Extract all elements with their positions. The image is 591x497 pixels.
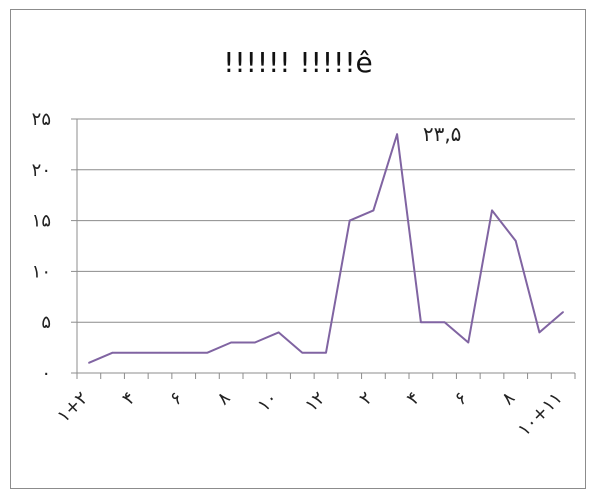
chart-frame: !!!!!! !!!!!ê	[10, 9, 586, 489]
data-point	[159, 351, 161, 354]
x-tick-label: ۱۲	[301, 388, 330, 417]
y-tick-label: ۱۰	[32, 261, 51, 282]
data-point	[562, 311, 564, 313]
data-point	[301, 351, 304, 354]
data-point	[348, 219, 351, 222]
series-line	[88, 133, 564, 364]
y-tick-label: ۵	[41, 312, 51, 333]
data-point	[396, 133, 398, 136]
data-point	[254, 341, 256, 344]
data-point	[420, 321, 422, 324]
x-tick-label: ۱۰+۱۱	[514, 388, 567, 441]
data-point	[182, 351, 185, 354]
data-point	[88, 362, 90, 364]
y-tick-label: ۲۵	[32, 109, 51, 130]
y-tick-label: ۱۵	[32, 211, 51, 232]
x-tick-label: ۱۰	[254, 388, 283, 417]
x-tick-label: ۸	[213, 387, 235, 409]
x-tick-label: ۶	[450, 388, 472, 410]
data-label: ۲۳,۵	[423, 122, 462, 146]
y-tick-label: ۲۰	[32, 160, 51, 181]
data-point	[135, 351, 138, 354]
x-tick-label: ۲	[355, 388, 377, 410]
data-point	[111, 351, 114, 354]
x-tick-label: ۸	[498, 387, 520, 409]
y-tick-label: ۰	[41, 363, 51, 384]
data-point	[230, 341, 232, 344]
data-point	[206, 351, 209, 354]
data-point	[443, 321, 446, 324]
x-tick-label: ۴	[118, 388, 140, 410]
data-point	[491, 209, 493, 212]
data-point	[325, 351, 327, 354]
x-tick-label: ۴	[403, 388, 425, 410]
data-point	[277, 331, 280, 334]
data-point	[514, 240, 517, 242]
x-tick-label: ۱+۲	[53, 388, 92, 427]
chart-title: !!!!!! !!!!!ê	[223, 46, 373, 79]
data-point	[538, 331, 541, 334]
x-tick-label: ۶	[166, 388, 188, 410]
data-point	[467, 341, 470, 344]
data-point	[372, 209, 375, 212]
